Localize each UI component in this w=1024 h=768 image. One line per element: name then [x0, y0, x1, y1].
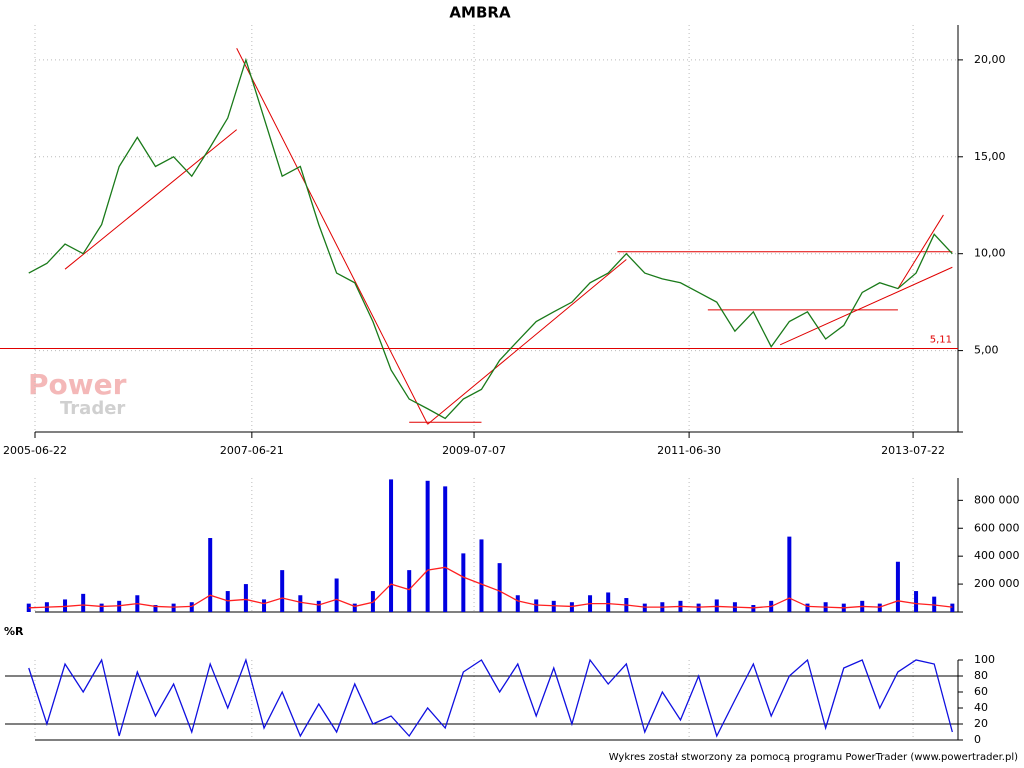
- bar: [714, 599, 719, 612]
- bar: [171, 603, 176, 612]
- x-tick-label: 2007-06-21: [220, 444, 284, 457]
- y-tick-label: 60: [974, 685, 988, 698]
- logo: Trader: [60, 398, 125, 419]
- trend-line: [64, 129, 237, 270]
- bar: [189, 602, 194, 612]
- bar: [225, 591, 230, 612]
- y-tick-label: 0: [974, 733, 981, 746]
- bar: [334, 578, 339, 612]
- bar: [63, 599, 68, 612]
- bar: [805, 603, 810, 612]
- bar: [642, 603, 647, 612]
- bar: [389, 479, 394, 612]
- y-tick-label: 20,00: [974, 53, 1006, 66]
- y-tick-label: 400 000: [974, 549, 1020, 562]
- panel-title: %R: [4, 625, 24, 638]
- y-tick-label: 20: [974, 717, 988, 730]
- bar: [497, 563, 502, 612]
- bar: [461, 553, 466, 612]
- y-tick-label: 800 000: [974, 493, 1020, 506]
- bar: [425, 480, 430, 612]
- bar: [262, 599, 267, 612]
- bar: [914, 591, 919, 612]
- y-tick-label: 5,00: [974, 344, 999, 357]
- y-tick-label: 10,00: [974, 247, 1006, 260]
- bar: [280, 570, 285, 612]
- series-line: [28, 657, 953, 738]
- trend-line: [897, 214, 944, 289]
- y-tick-label: 200 000: [974, 577, 1020, 590]
- y-tick-label: 40: [974, 701, 988, 714]
- y-tick-label: 600 000: [974, 521, 1020, 534]
- chart-title: AMBRA: [449, 4, 511, 22]
- bar: [551, 600, 556, 612]
- y-tick-label: 80: [974, 669, 988, 682]
- bar: [895, 561, 900, 612]
- bar: [208, 538, 213, 612]
- footer: Wykres został stworzony za pomocą progra…: [609, 752, 1018, 763]
- bar: [787, 536, 792, 612]
- bar: [569, 602, 574, 612]
- bar: [534, 599, 539, 612]
- bar: [99, 603, 104, 612]
- bar: [515, 595, 520, 612]
- trend-line: [236, 48, 429, 425]
- bar: [117, 600, 122, 612]
- x-tick-label: 2005-06-22: [3, 444, 67, 457]
- bar: [932, 596, 937, 612]
- bar: [950, 603, 955, 612]
- x-tick-label: 2011-06-30: [657, 444, 721, 457]
- series-line: [28, 566, 953, 609]
- y-tick-label: 15,00: [974, 150, 1006, 163]
- bar: [316, 600, 321, 612]
- bar: [606, 592, 611, 612]
- bar: [877, 603, 882, 612]
- bar: [352, 603, 357, 612]
- bar: [696, 603, 701, 612]
- x-tick-label: 2009-07-07: [442, 444, 506, 457]
- x-tick-label: 2013-07-22: [881, 444, 945, 457]
- bar: [81, 593, 86, 612]
- bar: [243, 584, 248, 612]
- series-line: [28, 57, 953, 420]
- trend-line: [779, 266, 953, 346]
- bar: [443, 486, 448, 612]
- level-label: 5,11: [930, 334, 952, 345]
- trend-line: [427, 259, 627, 425]
- bar: [479, 539, 484, 612]
- y-tick-label: 100: [974, 653, 995, 666]
- logo: Power: [28, 368, 127, 401]
- bar: [298, 595, 303, 612]
- bar: [407, 570, 412, 612]
- bar: [153, 605, 158, 612]
- bar: [751, 605, 756, 612]
